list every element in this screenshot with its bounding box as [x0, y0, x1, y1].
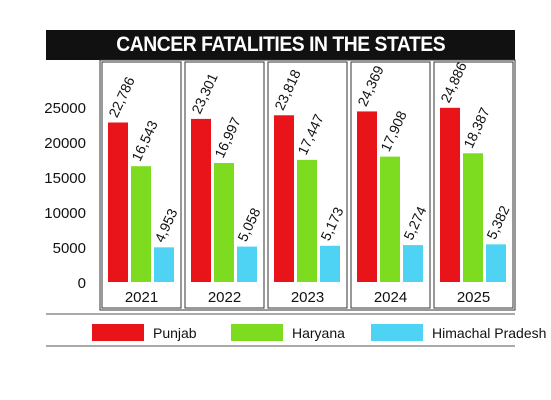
legend-item-himachal: Himachal Pradesh: [371, 324, 546, 341]
data-label-haryana-2022: 16,997: [211, 115, 244, 161]
legend-label-himachal: Himachal Pradesh: [432, 324, 547, 341]
legend-label-punjab: Punjab: [153, 324, 197, 341]
y-tick-label: 0: [78, 275, 86, 292]
bar-punjab-2025: [440, 107, 460, 282]
legend-label-haryana: Haryana: [292, 324, 345, 341]
x-tick-label-2024: 2024: [374, 289, 407, 306]
data-label-haryana-2023: 17,447: [294, 111, 327, 157]
data-label-punjab-2022: 23,301: [188, 70, 221, 116]
bar-haryana-2021: [131, 166, 151, 282]
legend-swatch-punjab: [92, 324, 144, 341]
data-label-himachal-pradesh-2023: 5,173: [317, 204, 346, 243]
group-frame-2025: [433, 61, 514, 309]
bar-himachal-pradesh-2023: [320, 245, 340, 282]
group-frame-2024: [350, 61, 431, 309]
x-tick-label-2023: 2023: [291, 289, 324, 306]
y-tick-label: 25000: [44, 100, 86, 117]
group-frame-2021: [101, 61, 182, 309]
data-label-punjab-2025: 24,886: [437, 59, 470, 105]
chart-title: CANCER FATALITIES IN THE STATES: [116, 33, 445, 56]
group-frame-2023: [267, 61, 348, 309]
legend-item-punjab: Punjab: [92, 324, 197, 341]
bar-haryana-2022: [214, 163, 234, 282]
x-tick-label-2021: 2021: [125, 289, 158, 306]
y-tick-label: 20000: [44, 135, 86, 152]
bar-haryana-2025: [463, 153, 483, 282]
legend-swatch-haryana: [231, 324, 283, 341]
data-label-punjab-2024: 24,369: [354, 63, 387, 109]
bar-himachal-pradesh-2024: [403, 245, 423, 282]
legend-swatch-himachal: [371, 324, 423, 341]
bar-himachal-pradesh-2025: [486, 244, 506, 282]
y-tick-label: 5000: [53, 240, 86, 257]
plot-border: [99, 59, 516, 311]
data-label-himachal-pradesh-2021: 4,953: [151, 206, 180, 245]
legend-item-haryana: Haryana: [231, 324, 345, 341]
bar-punjab-2021: [108, 122, 128, 282]
data-label-haryana-2025: 18,387: [460, 105, 493, 151]
x-tick-label-2022: 2022: [208, 289, 241, 306]
x-tick-label-2025: 2025: [457, 289, 490, 306]
bar-haryana-2024: [380, 156, 400, 282]
data-label-punjab-2021: 22,786: [105, 74, 138, 120]
group-frame-2022: [184, 61, 265, 309]
bar-himachal-pradesh-2022: [237, 246, 257, 282]
y-tick-label: 15000: [44, 170, 86, 187]
data-label-himachal-pradesh-2022: 5,058: [234, 205, 263, 244]
chart-title-bar: CANCER FATALITIES IN THE STATES: [46, 30, 515, 60]
bar-himachal-pradesh-2021: [154, 247, 174, 282]
bar-haryana-2023: [297, 159, 317, 282]
data-label-himachal-pradesh-2024: 5,274: [400, 204, 429, 243]
chart-legend: Punjab Haryana Himachal Pradesh: [46, 318, 546, 348]
data-label-himachal-pradesh-2025: 5,382: [483, 203, 512, 242]
y-tick-label: 10000: [44, 205, 86, 222]
bar-punjab-2023: [274, 115, 294, 282]
bar-punjab-2022: [191, 118, 211, 282]
bar-punjab-2024: [357, 111, 377, 283]
data-label-punjab-2023: 23,818: [271, 67, 304, 113]
data-label-haryana-2024: 17,908: [377, 108, 410, 154]
data-label-haryana-2021: 16,543: [128, 118, 161, 164]
